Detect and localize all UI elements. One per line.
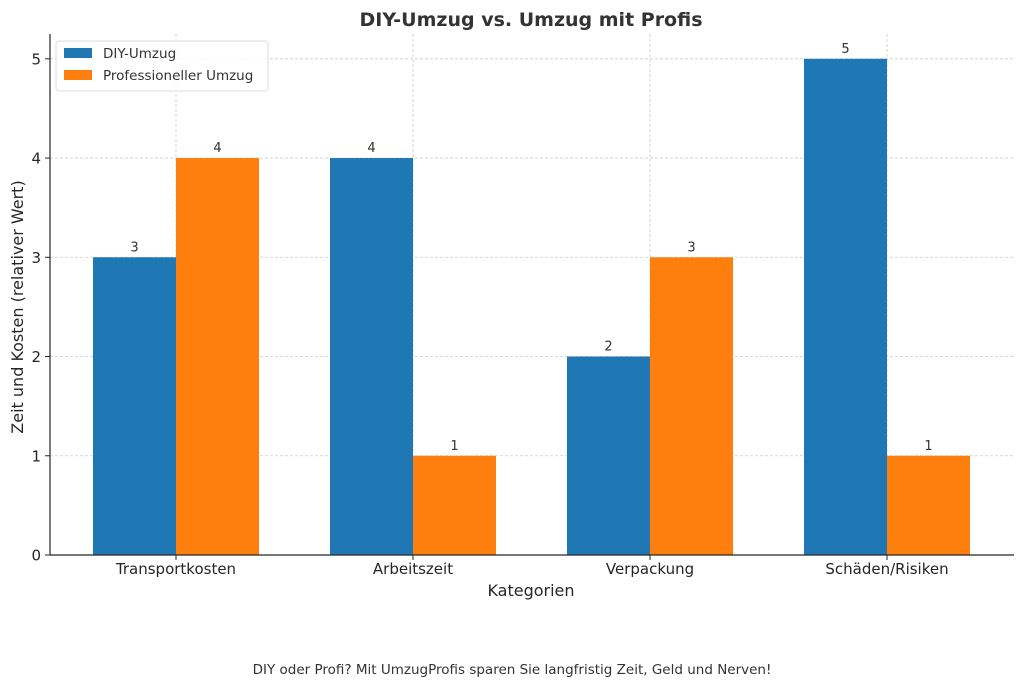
data-label: 2 <box>604 340 612 355</box>
x-tick-label: Transportkosten <box>115 560 236 578</box>
bar-professional <box>413 455 496 555</box>
y-tick-label: 0 <box>31 547 41 565</box>
legend: DIY-Umzug Professioneller Umzug <box>55 40 269 92</box>
data-label: 3 <box>687 240 695 255</box>
bar-diy <box>93 257 176 555</box>
y-tick-label: 4 <box>31 150 41 168</box>
bar-diy <box>567 356 650 555</box>
legend-label: DIY-Umzug <box>103 46 176 62</box>
y-tick-label: 5 <box>31 50 41 68</box>
y-tick-label: 1 <box>31 447 41 465</box>
data-label: 1 <box>450 439 458 454</box>
caption: DIY oder Profi? Mit UmzugProfis sparen S… <box>252 662 772 678</box>
x-ticks: Transportkosten Arbeitszeit Verpackung Schä… <box>115 555 949 578</box>
legend-label: Professioneller Umzug <box>103 68 253 84</box>
chart-title: DIY-Umzug vs. Umzug mit Profis <box>359 9 702 31</box>
x-tick-label: Verpackung <box>606 560 694 578</box>
bars <box>93 58 970 556</box>
legend-swatch <box>64 70 92 80</box>
bar-diy <box>330 158 413 556</box>
axes <box>49 34 1014 556</box>
legend-box <box>55 40 269 92</box>
data-label: 4 <box>213 141 221 156</box>
bar-professional <box>650 257 733 555</box>
data-label: 3 <box>130 240 138 255</box>
x-tick-label: Schäden/Risiken <box>825 560 948 578</box>
data-label: 5 <box>841 42 849 57</box>
y-tick-label: 2 <box>31 348 41 366</box>
x-axis-label: Kategorien <box>487 581 574 600</box>
bar-professional <box>176 158 259 556</box>
x-tick-label: Arbeitszeit <box>373 560 453 578</box>
data-label: 1 <box>924 439 932 454</box>
bar-professional <box>887 455 970 555</box>
bar-diy <box>804 58 887 556</box>
y-axis-label: Zeit und Kosten (relativer Wert) <box>8 180 27 433</box>
y-tick-label: 3 <box>31 249 41 267</box>
legend-swatch <box>64 48 92 58</box>
data-labels: 3 4 4 1 2 3 5 1 <box>130 42 932 454</box>
y-ticks: 0 1 2 3 4 5 <box>31 50 50 565</box>
data-label: 4 <box>367 141 375 156</box>
